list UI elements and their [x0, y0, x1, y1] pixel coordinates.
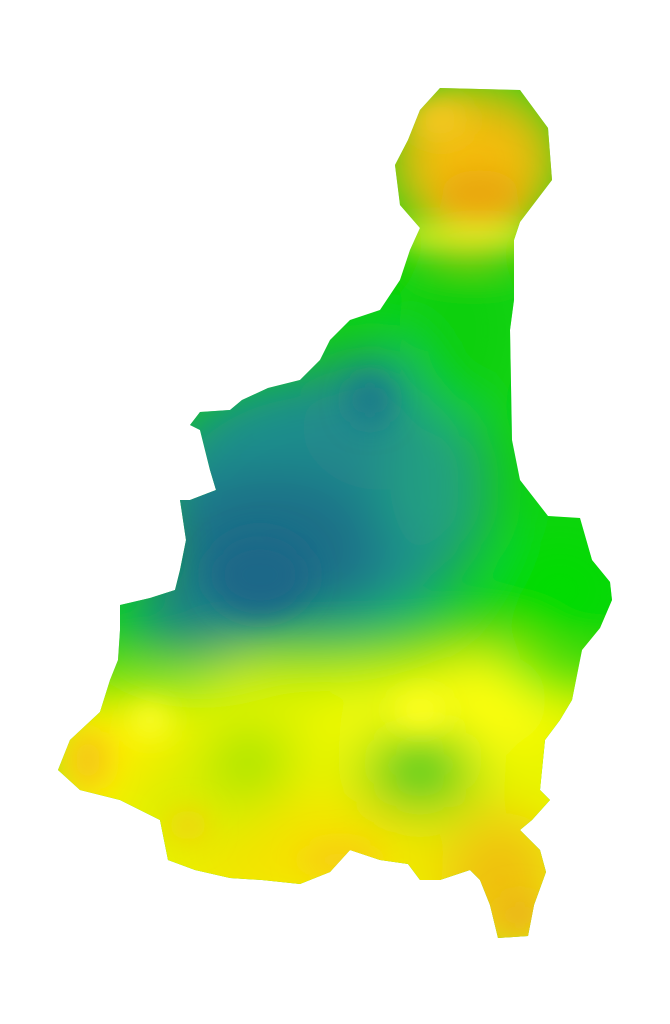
surface-accents [66, 100, 540, 935]
